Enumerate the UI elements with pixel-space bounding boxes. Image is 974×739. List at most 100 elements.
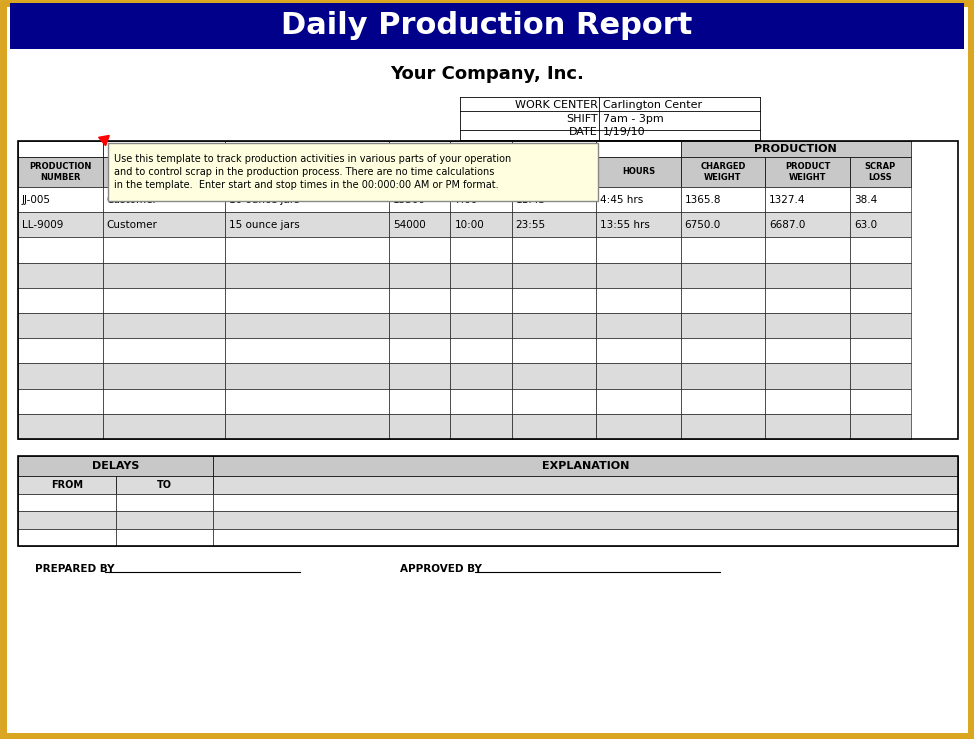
Bar [213, 528, 958, 546]
Text: Carlington Center: Carlington Center [603, 100, 702, 110]
Bar [116, 511, 213, 528]
Text: TO: TO [157, 480, 171, 490]
Bar [225, 237, 390, 262]
Bar [18, 141, 102, 157]
Bar [850, 338, 911, 364]
Bar [511, 187, 596, 212]
Bar [450, 262, 511, 287]
Bar [596, 157, 681, 187]
Text: Daily Production Report: Daily Production Report [281, 12, 693, 41]
Bar [390, 157, 450, 187]
Text: PREPARED BY: PREPARED BY [35, 564, 115, 574]
Bar [511, 287, 596, 313]
Bar [18, 528, 116, 546]
Bar [511, 262, 596, 287]
Bar [766, 237, 850, 262]
Bar [450, 212, 511, 237]
Bar [596, 389, 681, 414]
Text: FROM: FROM [51, 480, 83, 490]
Bar [766, 338, 850, 364]
Bar [681, 338, 766, 364]
Text: APPROVED BY: APPROVED BY [400, 564, 482, 574]
Text: JJ-005: JJ-005 [22, 194, 51, 205]
Bar [18, 476, 116, 494]
Bar [850, 237, 911, 262]
Bar [18, 212, 102, 237]
Bar [390, 414, 450, 439]
Bar [102, 313, 225, 338]
Bar [225, 364, 390, 389]
Bar [390, 212, 450, 237]
Bar [511, 414, 596, 439]
Bar [850, 262, 911, 287]
Bar [450, 364, 511, 389]
Bar [450, 187, 511, 212]
Bar [681, 389, 766, 414]
Bar [18, 313, 102, 338]
Bar [18, 237, 102, 262]
Text: SIZE AND DESCRIPTION: SIZE AND DESCRIPTION [252, 168, 362, 177]
Bar [766, 262, 850, 287]
Text: LL-9009: LL-9009 [22, 219, 63, 230]
Bar [596, 262, 681, 287]
Bar [390, 313, 450, 338]
Bar [390, 287, 450, 313]
Bar [766, 364, 850, 389]
Bar [225, 313, 390, 338]
Bar [102, 364, 225, 389]
Bar [511, 389, 596, 414]
Bar [18, 456, 958, 546]
Text: DATE: DATE [569, 127, 598, 137]
Bar [18, 187, 102, 212]
Text: 54000: 54000 [393, 219, 426, 230]
Bar [18, 389, 102, 414]
Text: DELAYS: DELAYS [92, 461, 139, 471]
Bar [596, 414, 681, 439]
Bar [18, 494, 116, 511]
Bar [225, 262, 390, 287]
Bar [390, 338, 450, 364]
Text: Customer: Customer [106, 219, 158, 230]
Bar [450, 389, 511, 414]
Bar [511, 141, 596, 157]
Text: PRODUCTION
NUMBER: PRODUCTION NUMBER [29, 163, 92, 182]
Bar [596, 141, 681, 157]
Bar [681, 212, 766, 237]
Bar [450, 338, 511, 364]
Bar [766, 187, 850, 212]
Bar [116, 476, 213, 494]
Bar [225, 187, 390, 212]
Bar [390, 141, 450, 157]
Bar [766, 212, 850, 237]
Bar [18, 157, 102, 187]
Bar [102, 212, 225, 237]
Bar [511, 338, 596, 364]
Bar [102, 141, 225, 157]
Bar [681, 414, 766, 439]
Bar [450, 313, 511, 338]
Bar [108, 143, 598, 201]
Bar [18, 511, 116, 528]
Bar [10, 3, 964, 49]
Bar [102, 237, 225, 262]
Bar [596, 237, 681, 262]
Bar [596, 364, 681, 389]
Bar [596, 287, 681, 313]
Bar [213, 476, 958, 494]
Bar [596, 338, 681, 364]
Bar [681, 313, 766, 338]
Text: 38.4: 38.4 [854, 194, 878, 205]
Bar [390, 389, 450, 414]
Text: START: START [467, 168, 496, 177]
Bar [225, 141, 390, 157]
Bar [511, 313, 596, 338]
Bar [596, 187, 681, 212]
Bar [850, 187, 911, 212]
Bar [596, 313, 681, 338]
Text: HOURS: HOURS [621, 168, 655, 177]
Bar [681, 262, 766, 287]
Bar [850, 414, 911, 439]
Bar [596, 212, 681, 237]
Bar [18, 262, 102, 287]
Bar [18, 287, 102, 313]
